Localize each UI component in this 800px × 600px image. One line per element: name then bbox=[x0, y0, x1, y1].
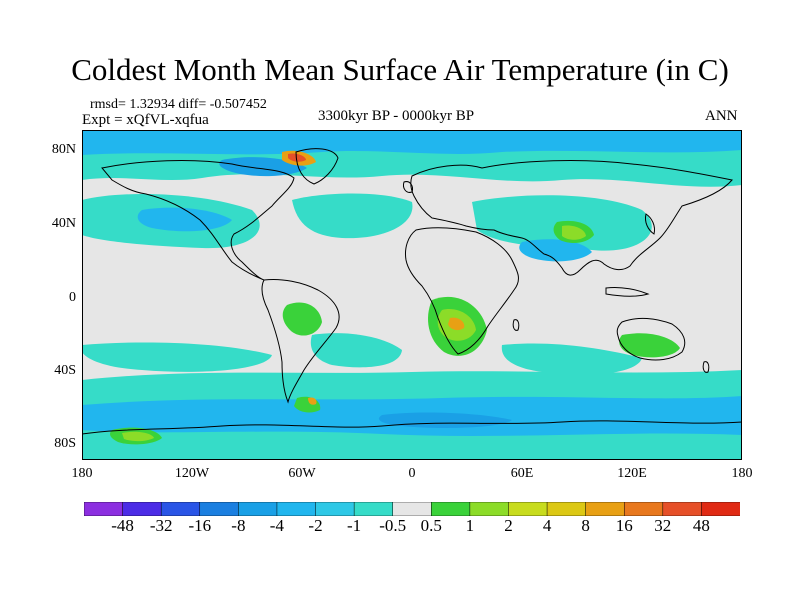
lon-tick-60w: 60W bbox=[288, 466, 316, 481]
colorbar-label: -32 bbox=[149, 516, 173, 535]
colorbar-label: -0.5 bbox=[379, 516, 407, 535]
lon-tick-180w: 180 bbox=[71, 466, 93, 481]
antarctica-coast bbox=[82, 420, 742, 435]
colorbar-swatch bbox=[662, 502, 702, 516]
lon-tick-0: 0 bbox=[408, 466, 416, 481]
chart-title: Coldest Month Mean Surface Air Temperatu… bbox=[71, 52, 729, 87]
colorbar-label: 2 bbox=[504, 516, 513, 535]
colorbar-swatch bbox=[315, 502, 355, 516]
colorbar-swatch bbox=[353, 502, 394, 516]
colorbar-label: -48 bbox=[111, 516, 134, 535]
indonesia-coast bbox=[605, 287, 650, 297]
eurasia-coast bbox=[410, 160, 733, 276]
lon-tick-120e: 120E bbox=[617, 466, 647, 481]
north-america-coast bbox=[101, 160, 295, 281]
colorbar-label: 8 bbox=[581, 516, 590, 535]
colorbar-label: 0.5 bbox=[420, 516, 442, 535]
colorbar-label: 4 bbox=[542, 516, 552, 535]
new-zealand-coast bbox=[702, 361, 710, 373]
temperature-map bbox=[82, 130, 742, 460]
colorbar-swatch bbox=[469, 502, 510, 516]
coastlines bbox=[82, 148, 742, 435]
lat-tick-80s: 80S bbox=[54, 436, 76, 451]
map-frame bbox=[82, 130, 742, 460]
lon-tick-60e: 60E bbox=[510, 466, 534, 481]
experiment-line: Expt = xQfVL-xqfua bbox=[82, 112, 209, 128]
season-line: ANN bbox=[705, 108, 738, 124]
africa-coast bbox=[405, 227, 519, 355]
colorbar-swatch bbox=[238, 502, 278, 516]
south-america-coast bbox=[261, 279, 340, 404]
colorbar-label: -1 bbox=[347, 516, 362, 535]
lat-tick-80n: 80N bbox=[51, 142, 76, 157]
colorbar-swatch bbox=[701, 502, 740, 516]
south-atlantic-cool bbox=[310, 333, 402, 368]
south-america-warm bbox=[282, 302, 322, 336]
colorbar-swatch bbox=[585, 502, 625, 516]
colorbar bbox=[84, 502, 740, 516]
north-atlantic-cool bbox=[292, 193, 413, 239]
cooler-fields bbox=[82, 130, 742, 436]
lat-tick-40s: 40S bbox=[54, 363, 76, 378]
japan-coast bbox=[645, 213, 655, 235]
lon-tick-180e: 180 bbox=[731, 466, 753, 481]
period-line: 3300kyr BP - 0000kyr BP bbox=[318, 108, 475, 124]
colorbar-label: -8 bbox=[231, 516, 246, 535]
lat-tick-0: 0 bbox=[69, 290, 76, 305]
south-pacific-cool bbox=[82, 342, 272, 372]
indian-ocean-cool bbox=[501, 343, 642, 375]
colorbar-label: -4 bbox=[269, 516, 284, 535]
colorbar-swatch bbox=[546, 502, 587, 516]
australia-warm bbox=[619, 333, 680, 358]
colorbar-label: -2 bbox=[308, 516, 323, 535]
coolest-fields bbox=[219, 157, 512, 428]
colorbar-swatch bbox=[122, 502, 162, 516]
colorbar-swatch bbox=[276, 502, 317, 516]
colorbar-label: 1 bbox=[465, 516, 475, 535]
colorbar-label: 48 bbox=[692, 516, 710, 535]
colorbar-swatch bbox=[508, 502, 548, 516]
colorbar-swatch bbox=[199, 502, 239, 516]
colorbar-label: 32 bbox=[654, 516, 672, 535]
lon-tick-120w: 120W bbox=[174, 466, 210, 481]
greenland-coast bbox=[295, 148, 339, 185]
hottest-fields bbox=[282, 150, 465, 405]
colorbar-swatch bbox=[431, 502, 471, 516]
uk-coast bbox=[403, 181, 413, 193]
stats-line: rmsd= 1.32934 diff= -0.507452 bbox=[90, 97, 267, 112]
lat-tick-40n: 40N bbox=[51, 216, 76, 231]
colorbar-swatch bbox=[84, 502, 124, 516]
colorbar-swatch bbox=[623, 502, 664, 516]
colorbar-swatch bbox=[160, 502, 201, 516]
colorbar-swatch bbox=[392, 502, 432, 516]
australia-coast bbox=[616, 317, 686, 361]
madagascar-coast bbox=[512, 319, 520, 331]
colorbar-label: 16 bbox=[615, 516, 633, 535]
colorbar-label: -16 bbox=[188, 516, 212, 535]
